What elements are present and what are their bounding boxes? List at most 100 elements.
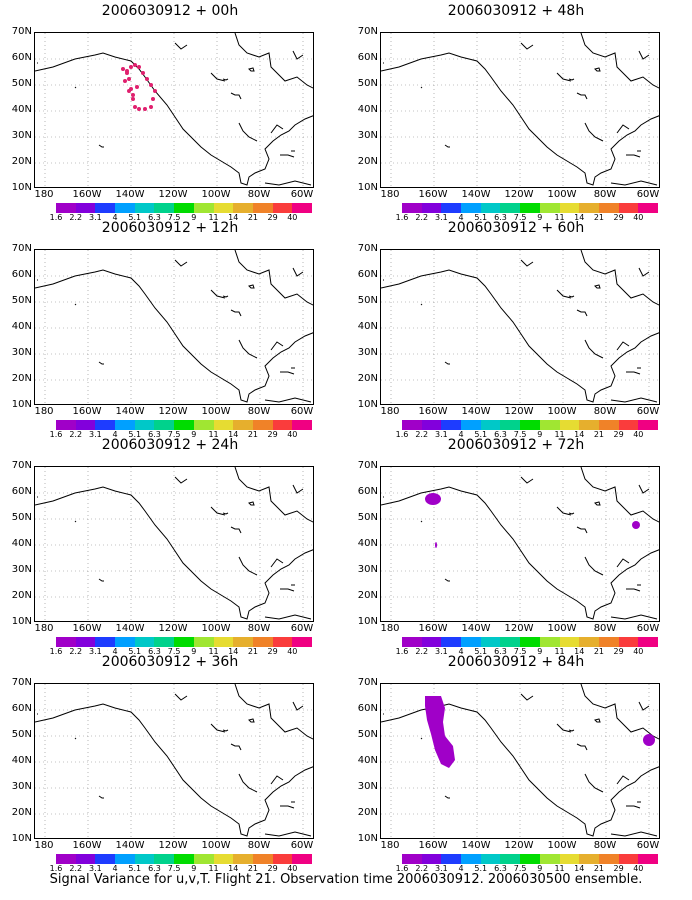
lat-tick-label: 10N [357, 616, 378, 627]
map-frame [380, 466, 660, 622]
colorbar-label: 5.1 [128, 647, 142, 656]
island-outline [230, 526, 242, 534]
island-outline [222, 78, 229, 81]
island-outline [230, 309, 242, 317]
colorbar-label: 1.6 [49, 864, 63, 873]
colorbar-label: 21 [593, 864, 605, 873]
lon-tick-label: 180 [380, 840, 400, 851]
lat-tick-label: 30N [357, 347, 378, 358]
colorbar-label: 2.2 [69, 647, 83, 656]
lat-tick-label: 20N [357, 807, 378, 818]
colorbar-swatch [233, 203, 253, 213]
colorbar-swatch [579, 420, 599, 430]
map-frame [34, 32, 314, 188]
colorbar-swatch [115, 854, 135, 864]
colorbar-label: 5.1 [128, 213, 142, 222]
island-outline [576, 309, 588, 317]
colorbar-swatch [480, 854, 501, 864]
colorbar-swatch [539, 637, 560, 647]
colorbar-label: 9 [191, 647, 197, 656]
colorbar-label: 40 [287, 864, 298, 873]
map-svg [35, 250, 313, 404]
lat-tick-label: 70N [357, 460, 378, 471]
lat-tick-label: 50N [11, 78, 32, 89]
colorbar-label: 4 [458, 213, 464, 222]
colorbar-label: 40 [633, 647, 644, 656]
lat-tick-label: 70N [357, 677, 378, 688]
island-outline [74, 86, 77, 89]
colorbar-swatch [292, 637, 312, 647]
colorbar-swatch [75, 637, 96, 647]
map-panel: 2006030912 + 24h 70N 60N 50N 40N 30N 20N 10N 180… [0, 436, 340, 656]
colorbar-label: 4 [112, 864, 118, 873]
lat-tick-label: 10N [11, 833, 32, 844]
colorbar-label: 5.1 [128, 430, 142, 439]
lon-tick-label: 80W [593, 623, 617, 634]
lon-tick-label: 140W [115, 840, 145, 851]
colorbar-label: 6.3 [494, 647, 507, 656]
island-outline [230, 92, 242, 100]
colorbar-label: 2.2 [415, 864, 429, 873]
observation-point [137, 65, 141, 69]
lat-tick-label: 60N [11, 486, 32, 497]
colorbar-label: 1.6 [49, 430, 63, 439]
coastline [381, 467, 659, 620]
observation-point [127, 77, 131, 81]
lon-tick-label: 100W [201, 189, 231, 200]
coastline [35, 33, 313, 186]
colorbar-swatch [134, 203, 155, 213]
lon-tick-label: 120W [504, 189, 534, 200]
figure-caption: Signal Variance for u,v,T. Flight 21. Ob… [49, 872, 643, 887]
colorbar-label: 6.3 [148, 864, 161, 873]
island-outline [626, 154, 641, 158]
lon-tick-label: 140W [461, 623, 491, 634]
map-panel: 2006030912 + 72h 70N 60N 50N 40N 30N 20N 10N 180… [346, 436, 686, 656]
lon-tick-label: 160W [418, 189, 448, 200]
colorbar [402, 854, 658, 864]
colorbar-label: 14 [228, 647, 239, 656]
colorbar-label: 7.5 [167, 864, 181, 873]
colorbar-swatch [461, 637, 481, 647]
colorbar-label: 40 [287, 430, 298, 439]
colorbar-label: 40 [287, 647, 298, 656]
colorbar-swatch [154, 637, 175, 647]
colorbar-swatch [441, 203, 462, 213]
colorbar-swatch [252, 420, 273, 430]
colorbar-label: 1.6 [395, 213, 409, 222]
colorbar-swatch [520, 637, 540, 647]
colorbar-label: 9 [537, 864, 543, 873]
colorbar-label: 7.5 [167, 647, 181, 656]
colorbar-label: 3.1 [89, 213, 102, 222]
colorbar-swatch [520, 420, 540, 430]
lon-tick-label: 180 [34, 623, 54, 634]
island-outline [594, 67, 601, 72]
colorbar-label: 14 [574, 213, 585, 222]
observation-point [133, 63, 137, 67]
map-panel: 2006030912 + 84h 70N 60N 50N 40N 30N 20N 10N 180… [346, 653, 686, 873]
island-outline [444, 361, 450, 365]
island-outline [420, 86, 423, 89]
colorbar-swatch [638, 420, 658, 430]
observation-point [133, 105, 137, 109]
map-panel: 2006030912 + 60h 70N 60N 50N 40N 30N 20N 10N 180… [346, 219, 686, 439]
colorbar-label: 1.6 [395, 430, 409, 439]
island-outline [420, 520, 423, 523]
colorbar-label: 3.1 [435, 430, 448, 439]
island-outline [248, 501, 255, 506]
island-outline [230, 743, 242, 751]
colorbar-swatch [56, 637, 76, 647]
lon-tick-label: 80W [593, 840, 617, 851]
island-outline [444, 578, 450, 582]
lon-tick-label: 100W [201, 623, 231, 634]
colorbar-label: 7.5 [513, 864, 527, 873]
colorbar-swatch [56, 203, 76, 213]
colorbar-label: 9 [191, 430, 197, 439]
colorbar-label: 6.3 [148, 647, 161, 656]
colorbar-label: 21 [593, 647, 605, 656]
colorbar-swatch [272, 203, 293, 213]
lat-tick-label: 50N [357, 512, 378, 523]
lon-tick-label: 160W [72, 406, 102, 417]
lon-tick-label: 140W [115, 189, 145, 200]
island-outline [576, 743, 588, 751]
colorbar-label: 7.5 [513, 213, 527, 222]
